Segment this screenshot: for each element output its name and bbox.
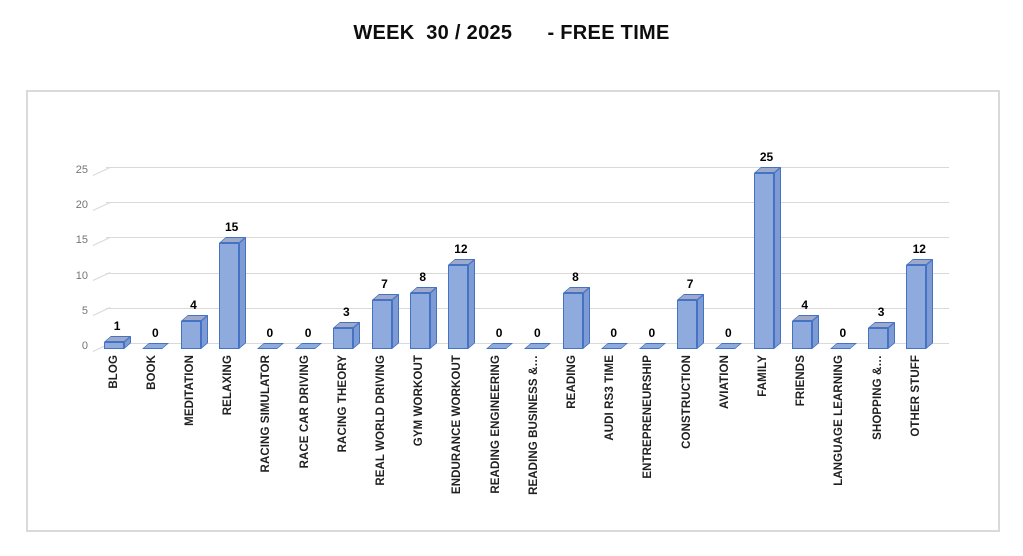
bar-side-face: [773, 167, 781, 349]
bar: [180, 320, 201, 349]
chart-title: WEEK 30 / 2025 - FREE TIME: [353, 22, 670, 44]
y-axis-tick-label: 20: [75, 199, 88, 212]
category-label: MEDITATION: [184, 355, 196, 426]
bar-value-label: 0: [610, 326, 618, 340]
plot-area: 0 5 10 15 20 25 1 BLOG 0 BOOK 4 MEDITATION 15 RELAXIN…: [28, 92, 998, 530]
bar: [409, 292, 430, 349]
bar: [218, 243, 239, 349]
category-label: LANGUAGE LEARNING: [833, 355, 846, 486]
bar-side-face: [582, 286, 590, 349]
bar-top-face: [295, 343, 323, 349]
bar-value-label: 0: [304, 326, 312, 340]
category-label: AUDI RS3 TIME: [604, 355, 617, 441]
gridline-depth-segment: [92, 201, 111, 211]
bar-top-face: [142, 343, 170, 349]
bar-top-face: [715, 343, 743, 349]
bar: [104, 341, 125, 349]
category-label: ENDURANCE WORKOUT: [451, 355, 464, 495]
bar-value-label: 0: [648, 326, 656, 340]
category-label: BLOG: [107, 355, 120, 389]
bar: [791, 320, 812, 349]
bar-side-face: [391, 293, 399, 349]
gridline: [106, 343, 949, 344]
bar: [562, 292, 583, 349]
category-label: RACE CAR DRIVING: [298, 355, 311, 469]
category-label: SHOPPING &…: [871, 355, 884, 440]
category-label: READING: [566, 355, 578, 409]
category-label: REAL WORLD DRIVING: [375, 355, 387, 486]
bar-side-face: [467, 258, 475, 349]
bar-top-face: [829, 343, 857, 349]
y-axis-tick-label: 10: [75, 269, 88, 282]
bar-value-label: 8: [572, 269, 579, 284]
bar-side-face: [926, 258, 934, 349]
category-label: BOOK: [145, 355, 158, 390]
bar-value-label: 12: [454, 241, 468, 256]
y-axis-tick-label: 25: [75, 164, 88, 176]
bar: [447, 264, 468, 349]
bar-side-face: [429, 286, 437, 349]
category-label: AVIATION: [718, 355, 731, 410]
bar: [677, 299, 698, 349]
y-axis-tick-label: 15: [75, 234, 88, 247]
bar-value-label: 0: [724, 326, 732, 340]
bar: [753, 173, 774, 349]
y-axis-tick-label: 5: [81, 304, 88, 317]
gridline: [106, 202, 949, 204]
bar-value-label: 25: [759, 150, 774, 164]
category-label: RACING SIMULATOR: [260, 355, 273, 473]
category-label: FRIENDS: [795, 355, 808, 407]
bar-value-label: 8: [419, 269, 427, 284]
bar-value-label: 0: [533, 326, 541, 340]
bar-value-label: 7: [381, 276, 388, 291]
bar-top-face: [638, 343, 666, 349]
bar-value-label: 7: [686, 276, 694, 291]
bar-top-face: [486, 343, 514, 349]
category-label: RELAXING: [222, 355, 235, 416]
bar-value-label: 4: [190, 297, 197, 312]
gridline-depth-segment: [92, 236, 111, 246]
category-label: READING ENGINEERING: [489, 355, 502, 494]
gridline-depth-segment: [92, 166, 111, 176]
y-axis-tick-label: 0: [81, 340, 88, 352]
bar: [371, 299, 392, 349]
gridline-depth-segment: [92, 272, 111, 282]
category-label: READING BUSINESS &…: [527, 355, 540, 495]
bar-value-label: 3: [877, 304, 885, 319]
gridline: [106, 272, 949, 274]
bar-side-face: [697, 293, 705, 349]
gridline-depth-segment: [92, 307, 111, 317]
bar-side-face: [238, 237, 246, 349]
bar-value-label: 1: [113, 318, 121, 333]
bar: [868, 327, 889, 349]
bar: [333, 327, 354, 349]
gridline: [106, 167, 949, 168]
category-label: CONSTRUCTION: [680, 355, 693, 449]
bar-top-face: [524, 343, 552, 349]
bar-value-label: 4: [801, 297, 809, 312]
category-label: FAMILY: [757, 355, 769, 397]
category-label: ENTREPRENEURSHIP: [642, 355, 655, 479]
bar-value-label: 0: [839, 326, 847, 340]
bar-value-label: 0: [151, 326, 159, 340]
gridline: [106, 307, 949, 309]
category-label: RACING THEORY: [336, 355, 349, 453]
bar-value-label: 15: [225, 220, 239, 235]
category-label: GYM WORKOUT: [413, 355, 426, 447]
chart-area: 0 5 10 15 20 25 1 BLOG 0 BOOK 4 MEDITATION 15 RELAXIN…: [26, 90, 1000, 532]
bar-value-label: 0: [266, 326, 274, 340]
bar-top-face: [256, 343, 284, 349]
category-label: OTHER STUFF: [909, 355, 922, 437]
bar-value-label: 3: [342, 304, 350, 319]
bar-value-label: 12: [912, 241, 926, 256]
bar: [906, 264, 927, 349]
gridline: [106, 237, 949, 239]
bar-value-label: 0: [495, 326, 503, 340]
